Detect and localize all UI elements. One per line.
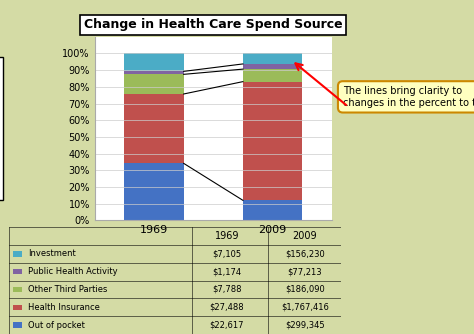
Bar: [243, 81, 302, 200]
Text: $7,788: $7,788: [212, 285, 242, 294]
Bar: [243, 69, 302, 81]
Text: Health Insurance: Health Insurance: [28, 303, 100, 312]
Text: $7,105: $7,105: [212, 249, 241, 258]
Text: $156,230: $156,230: [285, 249, 325, 258]
Text: 2009: 2009: [292, 231, 317, 241]
Bar: [124, 163, 184, 220]
Text: $1,767,416: $1,767,416: [281, 303, 329, 312]
Text: Other Third Parties: Other Third Parties: [28, 285, 108, 294]
Text: $77,213: $77,213: [287, 267, 322, 276]
Bar: [13, 322, 22, 328]
Bar: [13, 305, 22, 310]
Title: Change in Health Care Spend Source: Change in Health Care Spend Source: [84, 18, 343, 31]
Bar: [124, 74, 184, 94]
Text: 1969: 1969: [215, 231, 239, 241]
Text: $299,345: $299,345: [285, 321, 325, 330]
Text: Out of pocket: Out of pocket: [28, 321, 85, 330]
Bar: [13, 251, 22, 257]
Text: $22,617: $22,617: [210, 321, 244, 330]
Bar: [124, 71, 184, 74]
Bar: [243, 53, 302, 64]
Bar: [124, 94, 184, 163]
Bar: [124, 53, 184, 71]
Text: $186,090: $186,090: [285, 285, 325, 294]
Text: $1,174: $1,174: [212, 267, 241, 276]
Bar: [243, 64, 302, 69]
Text: Public Health Activity: Public Health Activity: [28, 267, 118, 276]
Bar: [13, 269, 22, 274]
Bar: [243, 200, 302, 220]
Text: $27,488: $27,488: [210, 303, 244, 312]
Text: The lines bring clarity to
changes in the percent to total.: The lines bring clarity to changes in th…: [343, 86, 474, 108]
Bar: [13, 287, 22, 292]
Text: Investment: Investment: [28, 249, 76, 258]
